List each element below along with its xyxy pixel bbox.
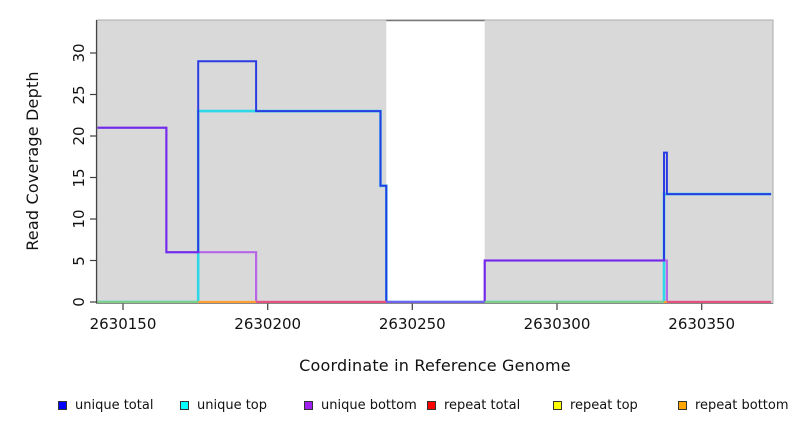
legend-label: unique total [75, 398, 154, 413]
legend-label: unique top [197, 398, 268, 413]
legend-item-unique-top: unique top [180, 398, 267, 413]
legend-item-repeat-total: repeat total [427, 398, 520, 413]
no-data-region [386, 20, 485, 303]
legend-label: repeat total [444, 398, 521, 413]
y-tick-label: 15 [70, 167, 88, 188]
legend-swatch-icon [58, 401, 67, 410]
y-tick-label: 30 [70, 43, 88, 63]
x-tick-label: 2630150 [89, 315, 157, 333]
legend-label: repeat top [570, 398, 638, 413]
x-tick-label: 2630200 [234, 315, 302, 333]
y-tick-label: 25 [70, 84, 88, 105]
legend-label: repeat bottom [695, 398, 789, 413]
legend-swatch-icon [553, 401, 562, 410]
legend-swatch-icon [304, 401, 313, 410]
x-axis-title: Coordinate in Reference Genome [299, 356, 571, 375]
y-tick-label: 5 [70, 255, 88, 266]
y-tick-label: 0 [70, 297, 88, 307]
legend-swatch-icon [427, 401, 436, 410]
legend-label: unique bottom [321, 398, 417, 413]
x-tick-label: 2630350 [668, 315, 736, 333]
x-tick-label: 2630250 [378, 315, 446, 333]
y-tick-label: 20 [70, 126, 88, 146]
legend-item-repeat-top: repeat top [553, 398, 638, 413]
x-tick-label: 2630300 [523, 315, 591, 333]
legend-swatch-icon [678, 401, 687, 410]
y-tick-label: 10 [70, 209, 88, 229]
y-axis-title: Read Coverage Depth [23, 71, 42, 251]
legend-item-unique-bottom: unique bottom [304, 398, 417, 413]
legend-item-repeat-bottom: repeat bottom [678, 398, 789, 413]
legend-item-unique-total: unique total [58, 398, 153, 413]
legend-swatch-icon [180, 401, 189, 410]
